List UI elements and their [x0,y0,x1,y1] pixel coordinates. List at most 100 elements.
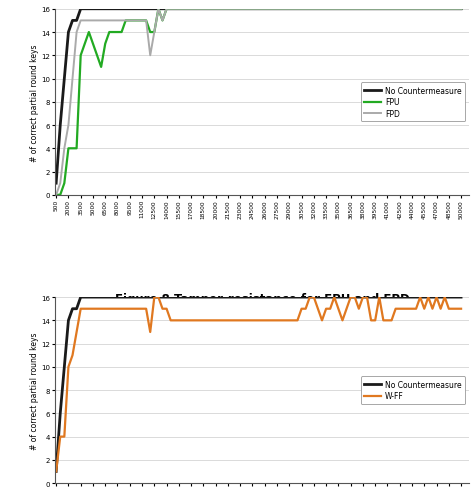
No Countermeasure [70,306,75,312]
No Countermeasure [254,7,259,13]
FPU [336,7,341,13]
FPU [127,19,133,24]
FPU [139,19,145,24]
No Countermeasure [155,7,161,13]
FPU [90,41,96,47]
Line: W-FF: W-FF [56,298,461,471]
FPU [458,7,464,13]
FPU [131,19,137,24]
FPU [98,65,104,71]
No Countermeasure [123,7,128,13]
Legend: No Countermeasure, FPU, FPD: No Countermeasure, FPU, FPD [361,83,465,122]
FPD [164,7,169,13]
No Countermeasure [147,295,153,301]
No Countermeasure [417,295,423,301]
No Countermeasure [107,295,112,301]
No Countermeasure [86,295,91,301]
FPU [62,181,67,187]
FPD [102,19,108,24]
FPU [57,192,63,198]
No Countermeasure [213,7,219,13]
No Countermeasure [98,7,104,13]
No Countermeasure [458,7,464,13]
W-FF [147,329,153,335]
FPD [115,19,120,24]
FPD [295,7,301,13]
No Countermeasure [82,295,88,301]
No Countermeasure [376,295,382,301]
FPU [94,53,100,59]
No Countermeasure [62,364,67,370]
FPU [102,41,108,47]
FPD [98,19,104,24]
No Countermeasure [376,7,382,13]
No Countermeasure [98,295,104,301]
FPU [110,30,116,36]
Y-axis label: # of correct partial round keys: # of correct partial round keys [29,44,38,161]
FPD [213,7,219,13]
No Countermeasure [90,7,96,13]
FPD [70,77,75,82]
FPU [172,7,178,13]
FPD [127,19,133,24]
No Countermeasure [115,295,120,301]
No Countermeasure [62,77,67,82]
FPU [168,7,173,13]
FPD [82,19,88,24]
FPD [110,19,116,24]
No Countermeasure [295,7,301,13]
FPD [53,192,59,198]
No Countermeasure [115,7,120,13]
FPU [213,7,219,13]
No Countermeasure [139,295,145,301]
W-FF [299,306,304,312]
No Countermeasure [78,295,83,301]
FPD [139,19,145,24]
No Countermeasure [164,295,169,301]
No Countermeasure [336,7,341,13]
FPD [131,19,137,24]
FPD [107,19,112,24]
FPU [143,19,149,24]
FPD [135,19,141,24]
FPD [123,19,128,24]
No Countermeasure [107,7,112,13]
FPD [417,7,423,13]
FPU [295,7,301,13]
FPD [57,181,63,187]
FPU [164,7,169,13]
No Countermeasure [458,295,464,301]
FPD [376,7,382,13]
W-FF [266,318,272,324]
No Countermeasure [53,468,59,474]
No Countermeasure [70,19,75,24]
Text: Figure 8 Tamper-resistance for FPU and FPD: Figure 8 Tamper-resistance for FPU and F… [115,292,409,305]
FPU [376,7,382,13]
FPD [119,19,125,24]
No Countermeasure [65,318,71,324]
FPU [155,7,161,13]
FPU [417,7,423,13]
No Countermeasure [336,295,341,301]
FPU [123,19,128,24]
No Countermeasure [65,30,71,36]
No Countermeasure [131,7,137,13]
No Countermeasure [213,295,219,301]
No Countermeasure [131,295,137,301]
FPD [65,123,71,129]
No Countermeasure [90,295,96,301]
No Countermeasure [417,7,423,13]
No Countermeasure [164,7,169,13]
No Countermeasure [74,306,80,312]
FPD [62,146,67,152]
FPU [119,30,125,36]
FPD [254,7,259,13]
FPU [254,7,259,13]
FPD [336,7,341,13]
FPU [115,30,120,36]
Y-axis label: # of correct partial round keys: # of correct partial round keys [29,332,38,449]
Line: No Countermeasure: No Countermeasure [56,10,461,184]
No Countermeasure [74,19,80,24]
FPD [147,53,153,59]
No Countermeasure [172,7,178,13]
